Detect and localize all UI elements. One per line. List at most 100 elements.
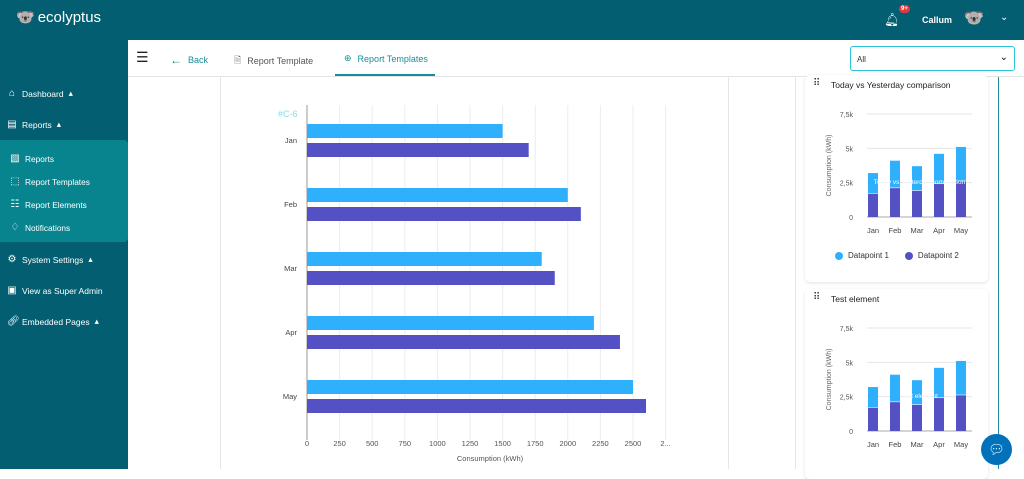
y-tick-label: 0: [849, 215, 853, 222]
y-tick-label: 5k: [846, 360, 854, 367]
sidebar-item-notifications[interactable]: ♢ Notifications: [10, 222, 71, 233]
y-tick-label: Jan: [285, 136, 297, 145]
main-bar-chart: #C-6 Consumption (kWh) 0 250 500 750 1000 125…: [278, 105, 671, 463]
bar: [956, 181, 966, 217]
bar: [890, 188, 900, 217]
report-icon: ▤: [7, 119, 17, 130]
label: Datapoint 1: [848, 251, 889, 260]
watermark: Today vs Yesterday comparison: [874, 179, 966, 186]
user-name[interactable]: Callum: [922, 15, 953, 25]
x-tick-label: 2500: [625, 439, 642, 448]
watermark: Test element: [901, 393, 938, 400]
y-axis-label: Consumption (kWh): [826, 349, 833, 411]
label: Report Templates: [357, 53, 428, 64]
y-tick-label: 7,5k: [840, 326, 854, 333]
bar: [307, 271, 555, 285]
label: Embedded Pages: [22, 316, 90, 327]
chevron-down-icon[interactable]: ⌄: [1000, 12, 1009, 23]
y-tick-label: 2,5k: [840, 395, 854, 402]
logo[interactable]: 🐨 ecolyptus: [16, 8, 101, 27]
back-button[interactable]: ← Back: [170, 53, 208, 67]
tab-report-templates[interactable]: ⊕ Report Templates: [344, 53, 428, 64]
sidebar-item-report-templates[interactable]: ⬚ Report Templates: [10, 176, 90, 187]
x-tick-label: Apr: [933, 440, 945, 449]
bar: [307, 143, 529, 157]
y-tick-label: 0: [849, 429, 853, 436]
sidebar-item-super-admin[interactable]: ▣ View as Super Admin: [7, 285, 102, 296]
avatar[interactable]: 🐨: [964, 10, 984, 27]
bar: [912, 404, 922, 431]
sidebar-item-reports[interactable]: ▤ Reports ▴: [7, 119, 61, 130]
x-tick-label: 1000: [429, 439, 446, 448]
sidebar-item-embedded-pages[interactable]: 🔗︎ Embedded Pages ▴: [7, 316, 99, 327]
reports-submenu: ▧ Reports ⬚ Report Templates ☷ Report Eleme…: [0, 140, 128, 242]
bar: [307, 380, 633, 394]
tab-report-template[interactable]: 🗎 Report Template: [234, 53, 313, 69]
legend-item[interactable]: Datapoint 2: [904, 251, 959, 260]
bar: [307, 252, 542, 266]
filter-select[interactable]: All ⌄: [850, 46, 1015, 71]
x-tick-label: May: [954, 226, 968, 235]
stacked-bar-chart: 0 2,5k 5k 7,5k Consumption (kWh) Jan Feb Mar Apr…: [826, 112, 972, 235]
bar: [956, 360, 966, 395]
bar: [956, 395, 966, 431]
sidebar-item-reports-sub[interactable]: ▧ Reports: [10, 153, 54, 164]
label: System Settings: [22, 254, 84, 265]
panel-border: [998, 77, 999, 469]
report-file-icon: ▧: [10, 153, 20, 164]
active-tab-indicator: [335, 74, 435, 76]
label: Report Templates: [25, 176, 90, 187]
bell-icon: ♢: [10, 222, 20, 233]
bar: [307, 124, 503, 138]
element-id-text: #C-6: [278, 109, 298, 119]
menu-icon[interactable]: ☰: [136, 49, 149, 65]
chat-button[interactable]: 💬︎: [981, 434, 1012, 465]
x-tick-label: Jan: [867, 226, 879, 235]
bar: [956, 146, 966, 181]
home-icon: ⌂: [8, 88, 16, 99]
caret-up-icon: ▴: [94, 316, 99, 326]
sidebar: ⌂ Dashboard ▴ ▤ Reports ▴ ▧ Reports ⬚ Report T…: [0, 40, 128, 469]
notification-badge: 9+: [899, 5, 910, 13]
x-tick-label: Feb: [889, 440, 902, 449]
x-tick-label: 250: [333, 439, 346, 448]
legend: Datapoint 1 Datapoint 2: [835, 251, 959, 260]
panel-border: [220, 77, 221, 469]
bar: [868, 387, 878, 408]
bar: [912, 166, 922, 191]
x-tick-label: 500: [366, 439, 379, 448]
bar: [934, 184, 944, 217]
gear-icon: ⚙: [7, 254, 17, 265]
bar: [934, 367, 944, 398]
notification-bell-icon[interactable]: 🔔︎: [884, 12, 897, 27]
chart-card-test-element: ⠿ Test element 0 2,5k 5k 7,5k Consumption (k…: [805, 289, 988, 479]
label: Reports: [25, 153, 55, 164]
x-tick-label: 1750: [527, 439, 544, 448]
bar: [890, 402, 900, 431]
drag-handle-icon[interactable]: ⠿: [813, 292, 821, 303]
card-title: Today vs Yesterday comparison: [831, 80, 951, 90]
y-tick-label: 7,5k: [840, 112, 854, 119]
x-tick-label: 1250: [462, 439, 479, 448]
y-tick-label: Apr: [285, 328, 297, 337]
x-tick-label: Mar: [911, 440, 924, 449]
label: Reports: [22, 119, 52, 130]
panel-border: [728, 77, 729, 469]
caret-up-icon: ▴: [56, 119, 62, 129]
link-icon: 🔗︎: [7, 316, 20, 327]
arrow-left-icon: ←: [170, 53, 182, 67]
y-axis-label: Consumption (kWh): [826, 135, 833, 197]
legend-dot: [904, 251, 913, 260]
x-tick-label: 2...: [660, 439, 670, 448]
template-icon: ⬚: [10, 176, 20, 187]
chat-icon: 💬︎: [988, 442, 1005, 457]
x-tick-label: Mar: [911, 226, 924, 235]
drag-handle-icon[interactable]: ⠿: [813, 78, 821, 89]
sidebar-item-dashboard[interactable]: ⌂ Dashboard ▴: [7, 88, 73, 99]
sidebar-item-report-elements[interactable]: ☷ Report Elements: [10, 199, 87, 210]
sidebar-item-system-settings[interactable]: ⚙ System Settings ▴: [7, 254, 93, 265]
legend-item[interactable]: Datapoint 1: [835, 251, 889, 260]
bar: [912, 190, 922, 217]
panel-border: [795, 77, 796, 469]
bar: [890, 374, 900, 402]
